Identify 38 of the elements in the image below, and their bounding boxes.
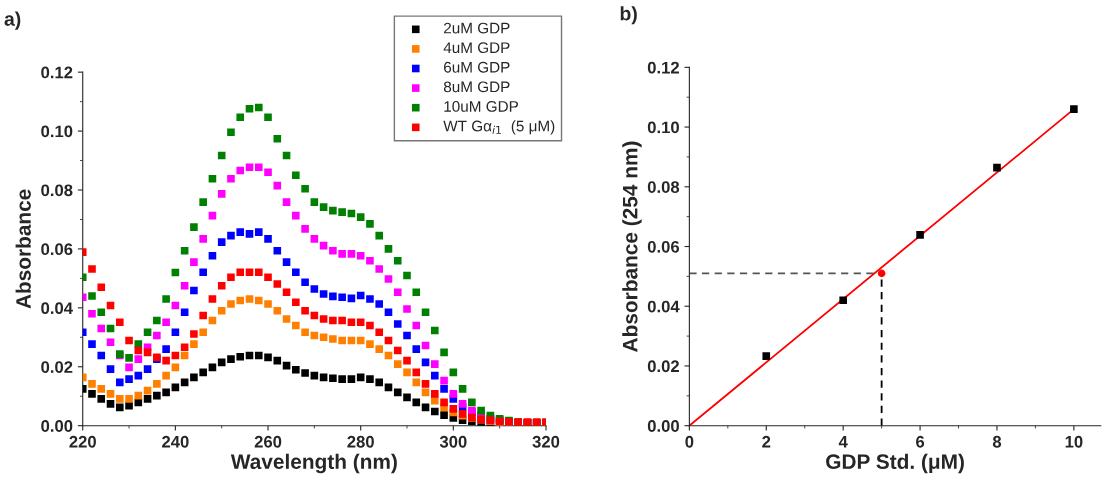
y-tick-label: 0.12: [647, 61, 679, 74]
legend-label: 10uM GDP: [444, 101, 519, 112]
chart-title: b): [620, 6, 637, 25]
legend-label: WT Gα$_{i1}$ (5 μM): [443, 120, 555, 135]
y-tick-label: 0.04: [647, 300, 680, 313]
y-tick-label: 0.04: [41, 302, 73, 315]
legend-label: 6uM GDP: [444, 61, 510, 73]
y-tick-label: 0.10: [41, 125, 73, 138]
x-tick-label: 240: [162, 435, 189, 448]
y-axis-title: Absorbance (254 nm): [622, 141, 642, 352]
y-tick-label: 0.10: [647, 121, 679, 134]
y-tick-label: 0.00: [41, 420, 73, 432]
y-axis-title: Absorbance: [15, 189, 31, 309]
x-tick-label: 320: [532, 435, 560, 448]
x-tick-label: 2: [762, 435, 771, 448]
x-axis-title: GDP Std. (μM): [826, 453, 964, 474]
legend-label: 2uM GDP: [444, 22, 510, 34]
legend-label: 8uM GDP: [443, 81, 510, 93]
y-tick-label: 0.06: [41, 243, 73, 256]
x-tick-label: 10: [1065, 435, 1083, 448]
y-tick-label: 0.06: [647, 240, 680, 253]
x-tick-label: 6: [916, 435, 925, 448]
chart-title: a): [4, 11, 21, 30]
x-tick-label: 220: [69, 435, 96, 448]
x-tick-label: 8: [992, 435, 1002, 448]
x-axis-title: Wavelength (nm): [230, 453, 397, 474]
legend-label: 4uM GDP: [443, 42, 510, 54]
x-tick-label: 4: [838, 436, 848, 448]
y-tick-label: 0.08: [647, 181, 680, 193]
y-tick-label: 0.02: [647, 360, 679, 373]
y-tick-label: 0.08: [41, 184, 73, 197]
y-tick-label: 0.12: [41, 66, 73, 79]
x-tick-label: 0: [685, 435, 694, 448]
y-tick-label: 0.02: [41, 361, 73, 373]
x-tick-label: 300: [439, 435, 467, 448]
x-tick-label: 260: [254, 435, 282, 448]
x-tick-label: 280: [347, 435, 374, 448]
y-tick-label: 0.00: [647, 420, 679, 432]
